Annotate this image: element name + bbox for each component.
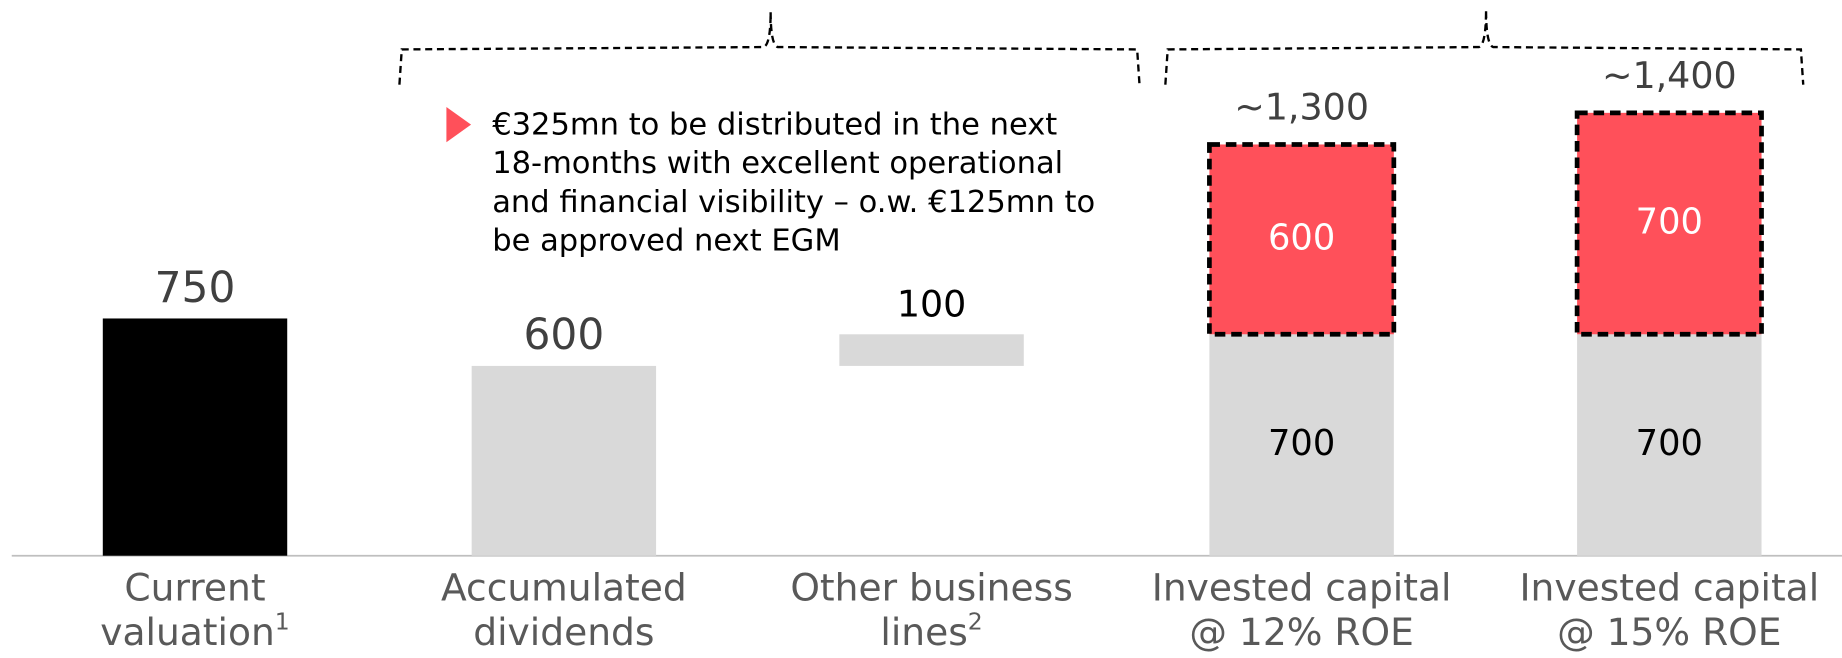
data-label: 700: [1636, 423, 1703, 464]
x-tick-label: Other business: [790, 565, 1072, 609]
bar: [102, 318, 288, 556]
x-tick-label: dividends: [473, 610, 654, 654]
x-tick-label: valuation1: [100, 607, 289, 654]
data-label: 100: [897, 283, 967, 326]
bar: [471, 365, 657, 556]
x-tick-label: lines2: [880, 607, 982, 654]
footnote-mark: 1: [275, 607, 290, 635]
x-tick-label: Accumulated: [441, 565, 687, 609]
bracket: [398, 11, 1141, 85]
bullet: [446, 106, 472, 143]
footnote-mark: 2: [968, 607, 983, 635]
bar-segment: [1207, 142, 1397, 337]
annotation-line: 18-months with excellent operational: [492, 146, 1063, 181]
data-label: 600: [524, 310, 605, 359]
data-label: 600: [1268, 217, 1335, 258]
x-tick-label: Invested capital: [1152, 565, 1452, 609]
annotation-line: be approved next EGM: [492, 224, 840, 259]
bar: [1209, 334, 1394, 556]
bracket: [1164, 9, 1805, 85]
annotation-line: and financial visibility – o.w. €125mn t…: [492, 185, 1095, 220]
data-label: 700: [1268, 423, 1335, 464]
data-label: 700: [1636, 202, 1703, 243]
bar: [839, 334, 1024, 366]
x-tick-label: Current: [124, 565, 265, 609]
bar: [1577, 334, 1762, 556]
x-tick-label: @ 15% ROE: [1557, 610, 1781, 654]
x-tick-label: @ 12% ROE: [1189, 610, 1413, 654]
annotation-line: €325mn to be distributed in the next: [492, 107, 1057, 142]
bar-segment: [1574, 110, 1764, 337]
total-label: ~1,300: [1234, 86, 1369, 129]
data-label: 750: [155, 263, 236, 312]
x-tick-label: Invested capital: [1519, 565, 1819, 609]
total-label: ~1,400: [1602, 54, 1737, 97]
